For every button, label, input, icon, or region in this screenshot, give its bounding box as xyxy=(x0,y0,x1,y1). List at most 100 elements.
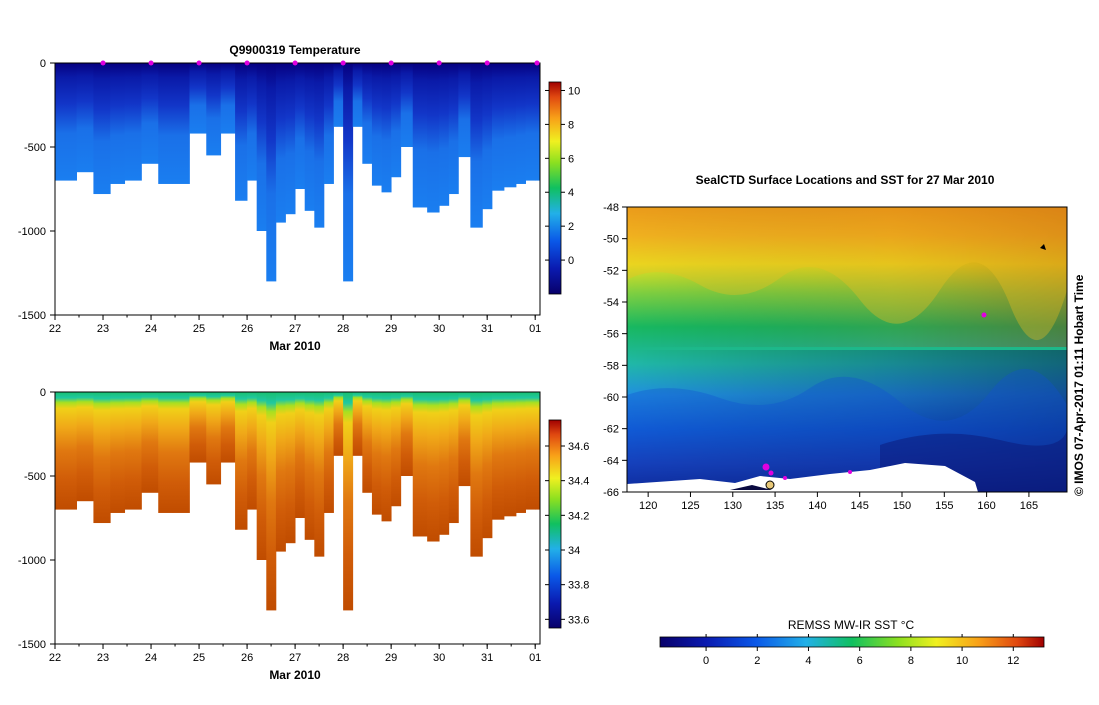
profile-column xyxy=(275,63,286,223)
profile-column xyxy=(110,392,126,513)
colorbar-tick-label: 8 xyxy=(568,119,574,131)
profile-column xyxy=(295,63,306,189)
surface-marker xyxy=(534,60,540,66)
sst-colorbar-tick-label: 10 xyxy=(956,655,968,667)
sst-colorbar-tick-label: 12 xyxy=(1007,655,1019,667)
profile-column xyxy=(448,392,459,524)
profile-column xyxy=(314,63,325,228)
y-tick-label: -500 xyxy=(24,142,46,154)
sst-field xyxy=(627,207,1067,492)
island-marker xyxy=(1040,244,1046,250)
profile-column xyxy=(458,392,471,487)
lat-tick-label: -50 xyxy=(603,234,619,246)
profile-column xyxy=(76,63,94,173)
x-tick-label: 22 xyxy=(49,323,61,335)
y-tick-label: 0 xyxy=(40,58,46,70)
profile-column xyxy=(235,392,248,530)
profile-column xyxy=(285,392,296,544)
colorbar-tick-label: 34 xyxy=(568,545,580,557)
colorbar-tick-label: 10 xyxy=(568,85,580,97)
profile-column xyxy=(448,63,459,195)
lat-tick-label: -62 xyxy=(603,424,619,436)
antarctic-coast xyxy=(627,463,978,492)
profile-column xyxy=(323,63,334,184)
surface-marker xyxy=(292,60,298,66)
profile-column xyxy=(503,63,517,188)
lon-tick-label: 120 xyxy=(639,500,657,512)
surface-marker xyxy=(244,60,250,66)
y-tick-label: -1000 xyxy=(18,555,46,567)
profile-column xyxy=(400,63,414,147)
profile-column xyxy=(391,63,402,178)
y-tick-label: -500 xyxy=(24,471,46,483)
profile-column xyxy=(206,63,222,156)
lon-tick-label: 155 xyxy=(935,500,953,512)
colorbar-tick-label: 33.8 xyxy=(568,580,589,592)
profile-column xyxy=(352,63,363,127)
salinity-colorbar xyxy=(548,419,562,629)
lon-tick-label: 145 xyxy=(851,500,869,512)
temperature-colorbar xyxy=(548,81,562,295)
profile-column xyxy=(285,63,296,215)
x-tick-label: 26 xyxy=(241,323,253,335)
profile-column xyxy=(256,392,267,560)
surface-marker xyxy=(388,60,394,66)
profile-column xyxy=(515,63,526,184)
profile-column xyxy=(158,63,174,184)
salinity-plot-frame xyxy=(54,391,541,645)
profile-column xyxy=(220,63,236,134)
profile-column xyxy=(266,392,277,611)
profile-column xyxy=(93,392,111,524)
profile-column xyxy=(482,63,493,210)
lon-tick-label: 125 xyxy=(681,500,699,512)
profile-column xyxy=(362,63,373,164)
colorbar-tick-label: 6 xyxy=(568,153,574,165)
sst-map-panel: SealCTD Surface Locations and SST for 27… xyxy=(603,173,1086,667)
profile-column xyxy=(158,392,174,513)
profile-column xyxy=(352,392,363,456)
profile-column xyxy=(482,392,493,539)
colorbar-tick-label: 34.6 xyxy=(568,441,589,453)
y-tick-label: -1500 xyxy=(18,310,46,322)
lat-tick-label: -60 xyxy=(603,392,619,404)
profile-column xyxy=(343,392,354,611)
x-tick-label: 31 xyxy=(481,652,493,664)
profile-column xyxy=(439,63,450,206)
lon-tick-label: 160 xyxy=(977,500,995,512)
profile-column xyxy=(247,392,258,510)
lon-tick-label: 150 xyxy=(893,500,911,512)
profile-column xyxy=(525,63,536,181)
x-tick-label: 01 xyxy=(529,652,541,664)
sst-map-axes: 120 125 130 135 140 145 150 155 160 165 -48 -50 -52 -… xyxy=(603,202,1038,512)
salinity-section-panel: 22 23 24 25 26 27 28 29 30 31 01 0 -500 -1000 -1500 Ma… xyxy=(18,387,590,682)
sst-colorbar-tick-label: 6 xyxy=(857,655,863,667)
profile-column xyxy=(275,392,286,552)
x-tick-label: 24 xyxy=(145,323,157,335)
profile-column xyxy=(362,392,373,493)
profile-column xyxy=(470,63,483,228)
x-tick-label: 30 xyxy=(433,652,445,664)
profile-column xyxy=(124,392,142,510)
profile-column xyxy=(381,63,392,193)
profile-column xyxy=(439,392,450,535)
x-tick-label: 24 xyxy=(145,652,157,664)
x-tick-label: 30 xyxy=(433,323,445,335)
profile-column xyxy=(371,392,382,515)
sst-colorbar-tick-label: 4 xyxy=(805,655,811,667)
colorbar-tick-label: 4 xyxy=(568,187,574,199)
lon-tick-label: 130 xyxy=(724,500,742,512)
x-tick-label: 23 xyxy=(97,323,109,335)
profile-column xyxy=(256,63,267,231)
profile-column xyxy=(535,63,541,181)
surface-marker xyxy=(436,60,442,66)
x-tick-label: 25 xyxy=(193,323,205,335)
temperature-section-panel: Q9900319 Temperature 22 23 24 25 26 27 28 29 30 3… xyxy=(18,43,580,353)
profile-column xyxy=(141,392,159,493)
lat-tick-label: -58 xyxy=(603,360,619,372)
seal-location-marker xyxy=(981,312,987,318)
x-tick-label: 29 xyxy=(385,323,397,335)
colorbar-tick-label: 33.6 xyxy=(568,614,589,626)
lon-tick-label: 135 xyxy=(766,500,784,512)
profile-column xyxy=(206,392,222,485)
x-tick-label: 26 xyxy=(241,652,253,664)
